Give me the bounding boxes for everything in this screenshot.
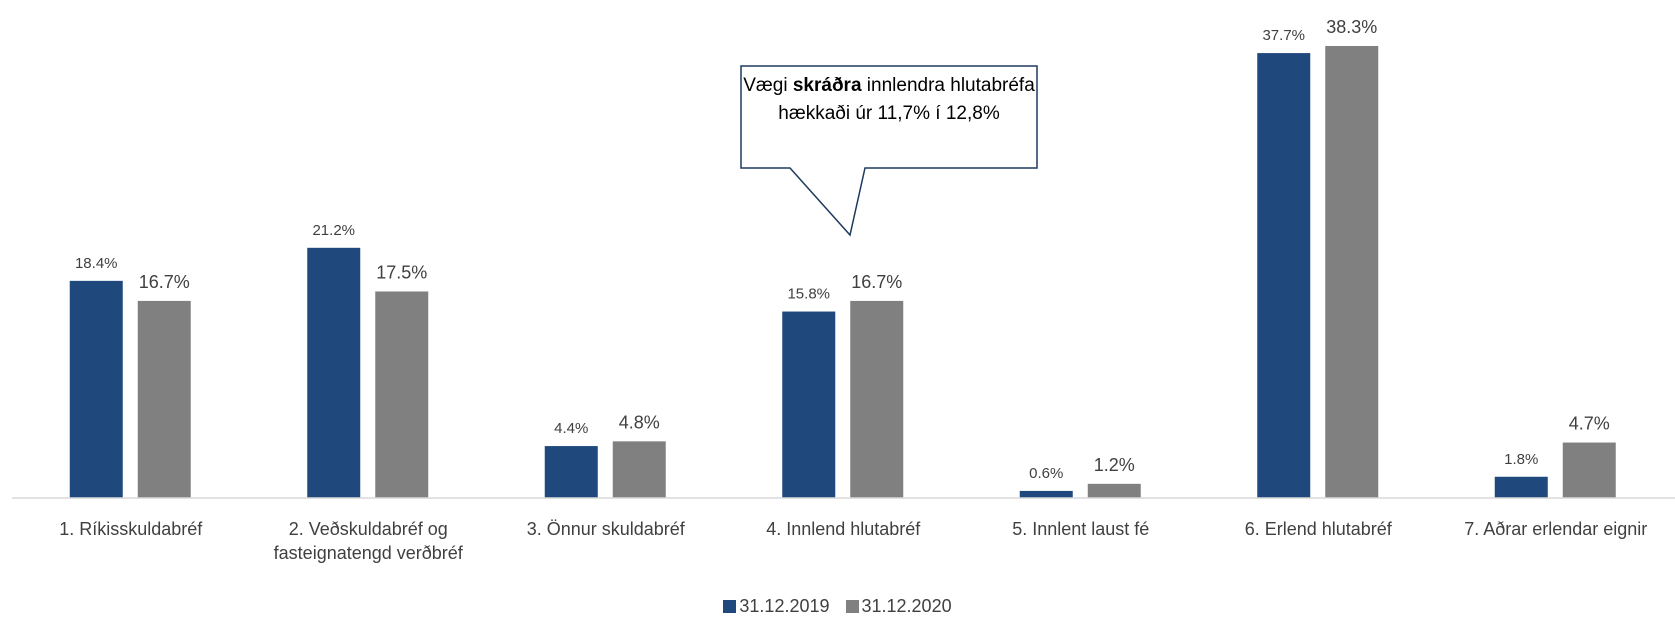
x-tick-label: 4. Innlend hlutabréf: [766, 519, 921, 539]
legend-swatch: [845, 600, 859, 613]
bar: [544, 446, 598, 498]
annotation-text: Vægi: [743, 75, 793, 96]
x-tick-label: 1. Ríkisskuldabréf: [59, 519, 203, 539]
data-label: 18.4%: [75, 255, 118, 272]
annotation-text: innlendra hlutabréfa hækkaði úr 11,7% í …: [778, 75, 1035, 124]
bar: [375, 291, 429, 498]
data-label: 37.7%: [1262, 27, 1305, 44]
data-label: 0.6%: [1029, 465, 1063, 482]
data-label: 4.7%: [1569, 414, 1610, 434]
bar: [1019, 490, 1073, 498]
x-tick-label: 6. Erlend hlutabréf: [1244, 519, 1392, 539]
x-tick-label: 3. Önnur skuldabréf: [526, 519, 685, 539]
bar: [1257, 53, 1311, 499]
bar: [307, 247, 361, 498]
bar: [69, 280, 123, 498]
annotation-bold: skráðra: [792, 75, 862, 96]
legend-swatch: [723, 600, 737, 613]
data-label: 1.8%: [1504, 451, 1538, 468]
bar: [1087, 483, 1141, 498]
legend: 31.12.2019 31.12.2020: [0, 596, 1675, 617]
data-label: 38.3%: [1326, 17, 1377, 37]
data-label: 16.7%: [139, 272, 190, 292]
x-tick-label: 7. Aðrar erlendar eignir: [1464, 519, 1648, 539]
bar: [1325, 46, 1379, 498]
callout-box: [740, 65, 1038, 237]
legend-label: 31.12.2019: [739, 596, 830, 616]
data-label: 16.7%: [851, 272, 902, 292]
bar: [850, 300, 904, 498]
data-label: 15.8%: [787, 286, 830, 303]
legend-label: 31.12.2020: [861, 596, 952, 616]
x-tick-label: 5. Innlent laust fé: [1012, 519, 1150, 539]
bar: [782, 311, 836, 498]
data-label: 1.2%: [1094, 455, 1135, 475]
legend-item: 31.12.2019: [723, 596, 830, 617]
data-label: 4.8%: [619, 412, 660, 432]
annotation: Vægi skráðra innlendra hlutabréfa hækkað…: [741, 72, 1037, 128]
legend-item: 31.12.2020: [845, 596, 952, 617]
bar: [1494, 476, 1548, 498]
x-tick-label: 2. Veðskuldabréf og fasteignatengd verðb…: [273, 519, 463, 563]
data-label: 4.4%: [554, 420, 588, 437]
data-label: 17.5%: [376, 262, 427, 282]
bar: [137, 300, 191, 498]
bar: [1562, 442, 1616, 498]
data-label: 21.2%: [312, 222, 355, 239]
bar: [612, 441, 666, 498]
